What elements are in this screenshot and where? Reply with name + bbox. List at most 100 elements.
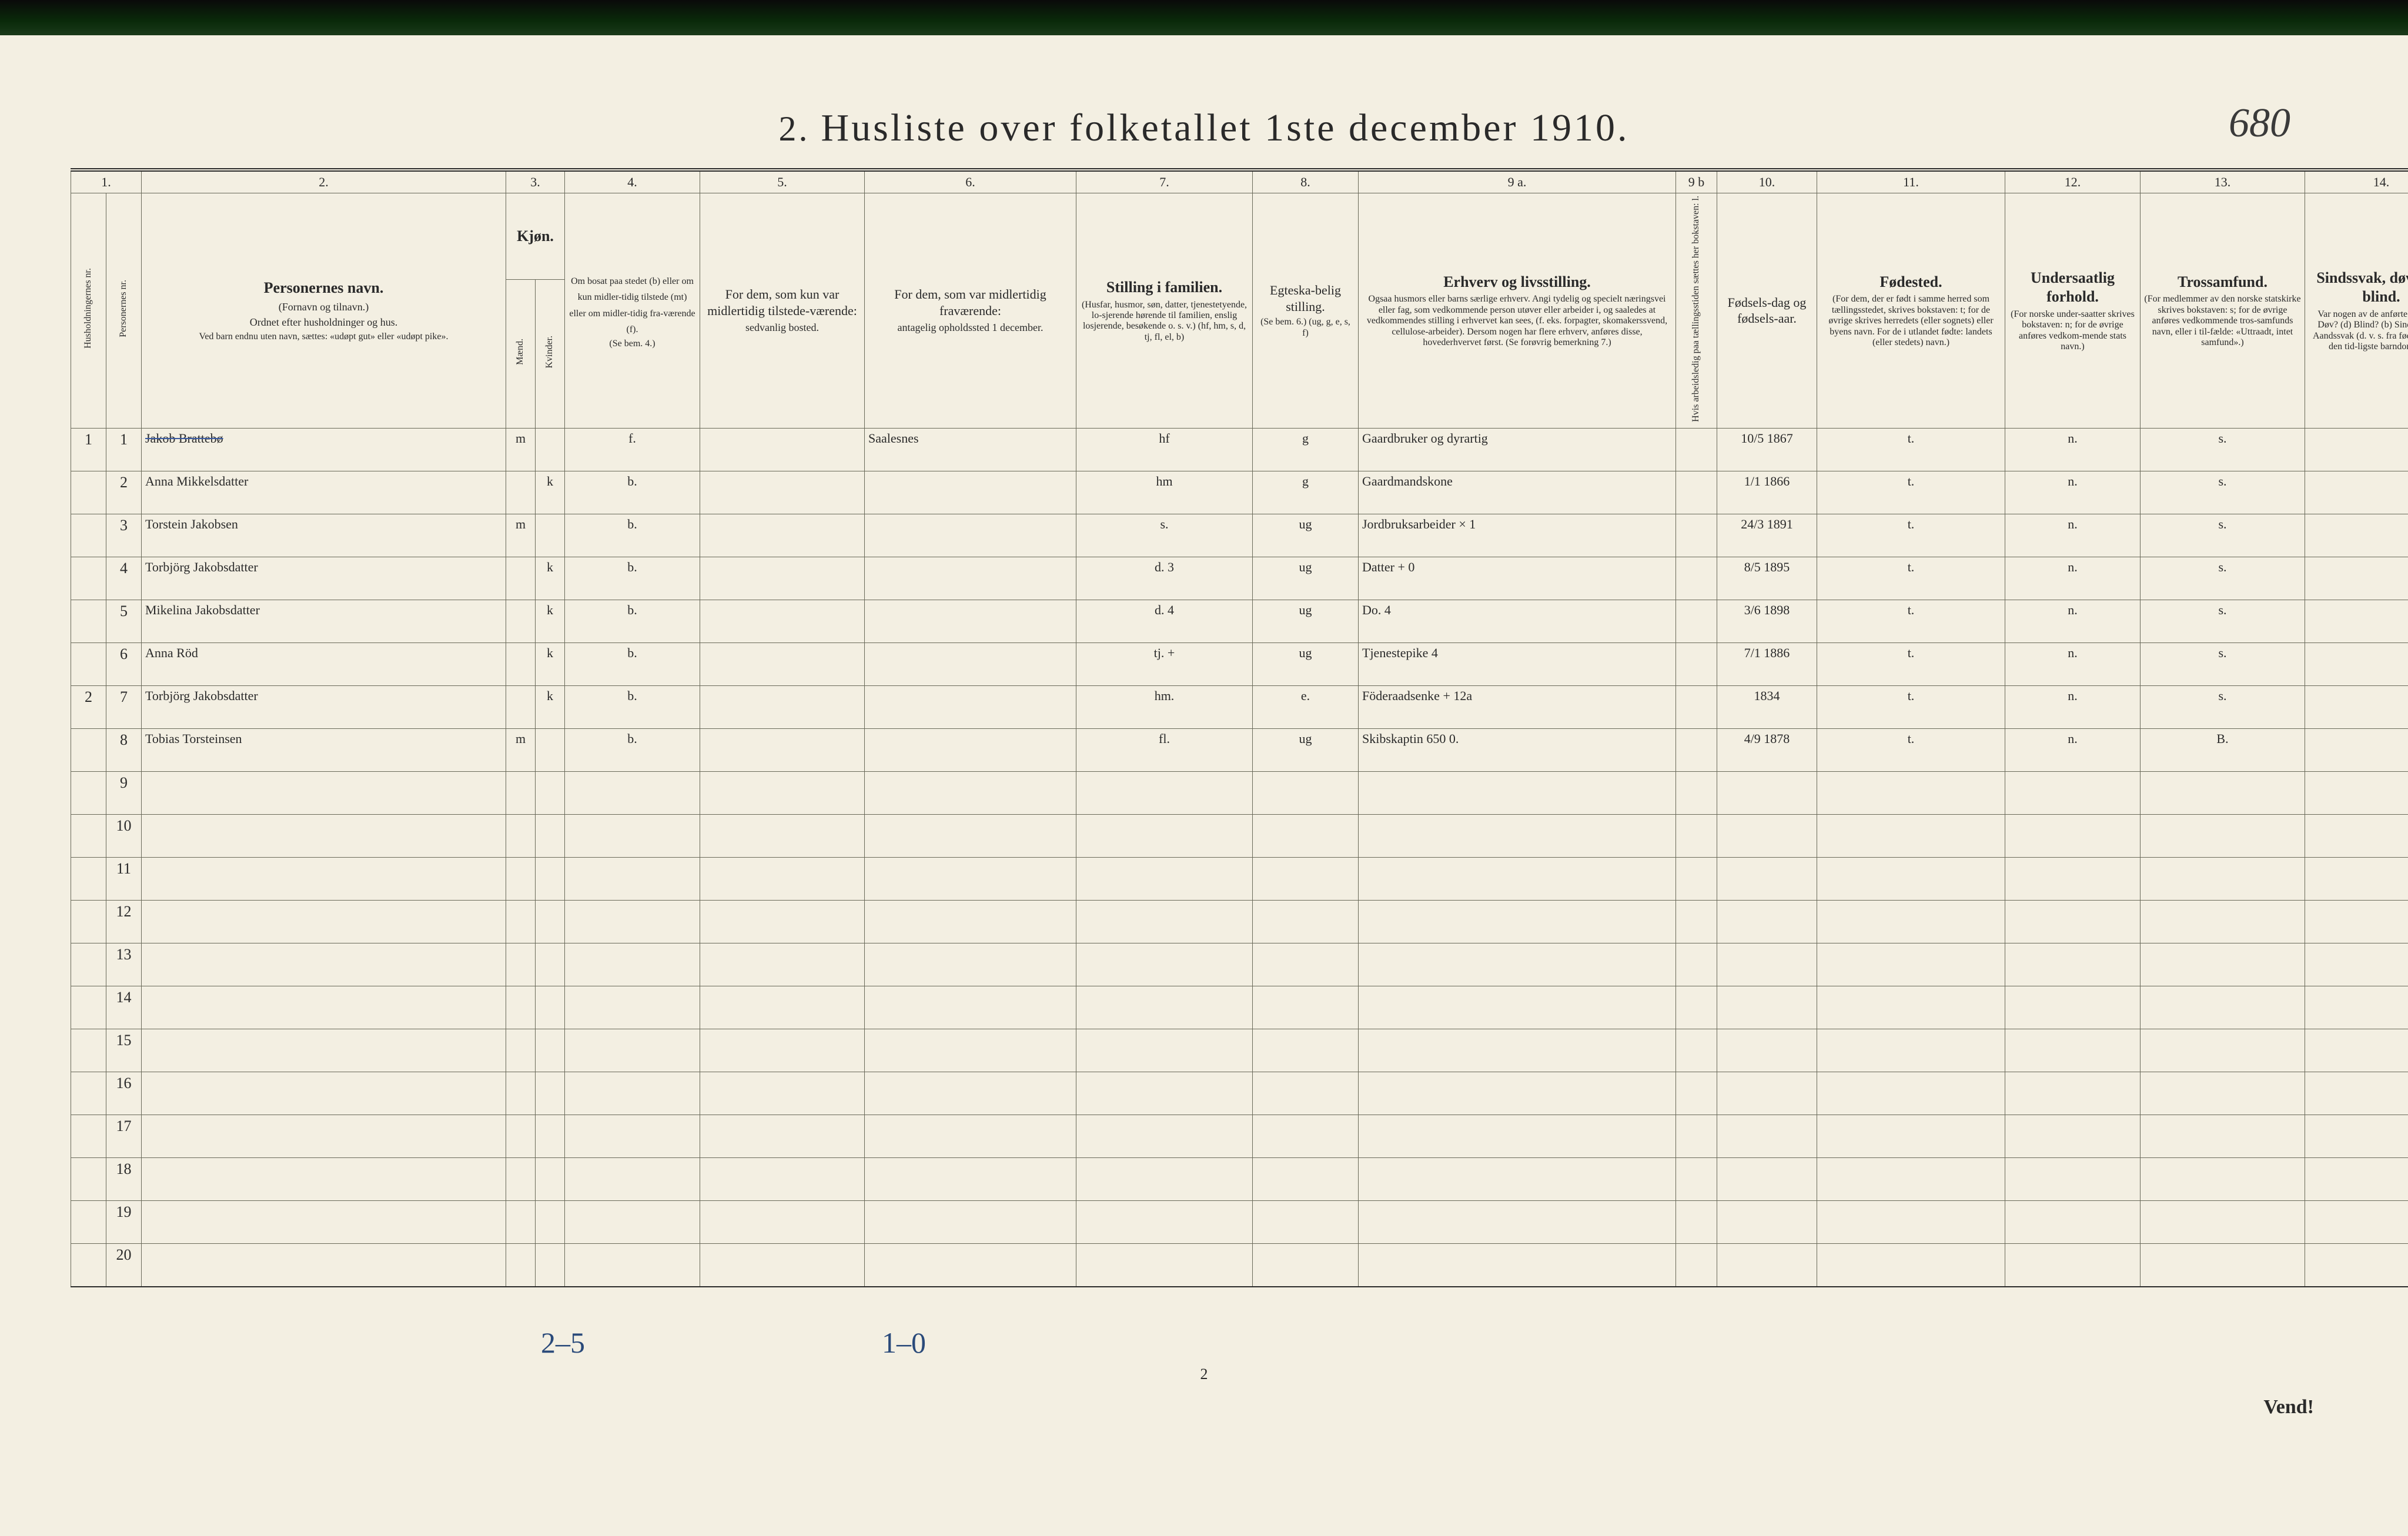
cell — [1717, 814, 1817, 857]
cell — [700, 900, 865, 943]
cell — [700, 685, 865, 728]
cell — [865, 557, 1076, 600]
cell — [142, 1157, 506, 1200]
cell: 13 — [106, 943, 142, 986]
cell — [142, 1115, 506, 1157]
cell — [1717, 1243, 1817, 1287]
cell — [565, 771, 700, 814]
footer-handwritten-mid: 1–0 — [882, 1326, 926, 1360]
cell: n. — [2005, 471, 2141, 514]
colnum-14: 14. — [2305, 170, 2408, 193]
cell — [700, 1029, 865, 1072]
cell: ug — [1253, 557, 1359, 600]
cell — [1076, 943, 1253, 986]
cell — [2141, 857, 2305, 900]
colnum-11: 11. — [1817, 170, 2005, 193]
cell — [2005, 943, 2141, 986]
cell — [1359, 1243, 1676, 1287]
cell: t. — [1817, 642, 2005, 685]
cell: 15 — [106, 1029, 142, 1072]
cell: 2 — [71, 685, 106, 728]
census-page: 680 2. Husliste over folketallet 1ste de… — [0, 0, 2408, 1536]
column-number-row: 1. 2. 3. 4. 5. 6. 7. 8. 9 a. 9 b 10. 11.… — [71, 170, 2408, 193]
cell — [506, 814, 536, 857]
head-egteskap: Egteska-belig stilling. (Se bem. 6.) (ug… — [1253, 193, 1359, 428]
cell — [1253, 1029, 1359, 1072]
cell: Gaardbruker og dyrartig — [1359, 428, 1676, 471]
colnum-12: 12. — [2005, 170, 2141, 193]
cell — [1717, 1029, 1817, 1072]
cell — [2305, 900, 2408, 943]
colnum-7: 7. — [1076, 170, 1253, 193]
cell: 24/3 1891 — [1717, 514, 1817, 557]
cell — [2305, 943, 2408, 986]
cell — [1817, 1200, 2005, 1243]
scanner-edge — [0, 0, 2408, 35]
cell — [2141, 1115, 2305, 1157]
cell: Jakob Brattebø — [142, 428, 506, 471]
cell: B. — [2141, 728, 2305, 771]
table-row: 14 — [71, 986, 2408, 1029]
cell — [71, 943, 106, 986]
cell — [2141, 1157, 2305, 1200]
cell — [865, 1157, 1076, 1200]
cell: t. — [1817, 557, 2005, 600]
cell: b. — [565, 685, 700, 728]
colnum-6: 6. — [865, 170, 1076, 193]
cell: 7/1 1886 — [1717, 642, 1817, 685]
cell — [2005, 1072, 2141, 1115]
table-row: 12 — [71, 900, 2408, 943]
cell — [506, 1029, 536, 1072]
cell — [865, 857, 1076, 900]
cell — [565, 943, 700, 986]
handwritten-page-number: 680 — [2229, 100, 2290, 147]
cell: k — [536, 471, 565, 514]
cell — [506, 986, 536, 1029]
cell — [2005, 1243, 2141, 1287]
cell: m — [506, 514, 536, 557]
cell: e. — [1253, 685, 1359, 728]
cell — [2005, 1115, 2141, 1157]
cell — [865, 814, 1076, 857]
cell — [2141, 1200, 2305, 1243]
cell — [1253, 1200, 1359, 1243]
table-row: 2Anna Mikkelsdatterkb.hmgGaardmandskone1… — [71, 471, 2408, 514]
cell — [71, 1157, 106, 1200]
cell — [2305, 685, 2408, 728]
cell — [865, 600, 1076, 642]
cell: 4/9 1878 — [1717, 728, 1817, 771]
cell — [1717, 1115, 1817, 1157]
cell — [1676, 857, 1717, 900]
cell: d. 4 — [1076, 600, 1253, 642]
cell: n. — [2005, 728, 2141, 771]
cell — [2305, 471, 2408, 514]
cell: n. — [2005, 514, 2141, 557]
cell — [506, 900, 536, 943]
cell — [2005, 857, 2141, 900]
cell: 19 — [106, 1200, 142, 1243]
cell: b. — [565, 600, 700, 642]
cell: 7 — [106, 685, 142, 728]
cell — [1076, 1115, 1253, 1157]
cell — [700, 1157, 865, 1200]
cell: Do. 4 — [1359, 600, 1676, 642]
head-bosat: Om bosat paa stedet (b) eller om kun mid… — [565, 193, 700, 428]
cell: s. — [2141, 557, 2305, 600]
head-midl-tilstede: For dem, som kun var midlertidig tilsted… — [700, 193, 865, 428]
cell — [1676, 900, 1717, 943]
cell — [1076, 986, 1253, 1029]
page-title: 2. Husliste over folketallet 1ste decemb… — [71, 106, 2337, 150]
footer-vend: Vend! — [2263, 1396, 2314, 1418]
cell — [506, 600, 536, 642]
cell — [2141, 771, 2305, 814]
cell — [1817, 1072, 2005, 1115]
cell — [506, 557, 536, 600]
cell: hm — [1076, 471, 1253, 514]
cell — [1359, 1115, 1676, 1157]
cell — [2305, 814, 2408, 857]
head-undersaat: Undersaatlig forhold. (For norske under-… — [2005, 193, 2141, 428]
colnum-8: 8. — [1253, 170, 1359, 193]
cell — [565, 986, 700, 1029]
head-kvinder: Kvinder. — [536, 280, 565, 429]
footer-handwritten-left: 2–5 — [541, 1326, 585, 1360]
